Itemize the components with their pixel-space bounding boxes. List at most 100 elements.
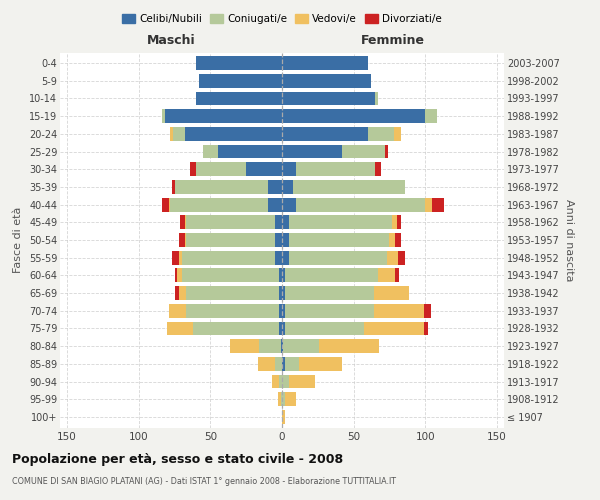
Bar: [282, 410, 285, 424]
Bar: [182, 268, 279, 282]
Bar: [285, 392, 296, 406]
Bar: [282, 216, 289, 229]
Bar: [299, 357, 342, 370]
Bar: [398, 251, 405, 264]
Bar: [285, 322, 364, 336]
Bar: [385, 144, 388, 158]
Bar: [185, 216, 186, 229]
Bar: [186, 286, 279, 300]
Legend: Celibi/Nubili, Coniugati/e, Vedovi/e, Divorziati/e: Celibi/Nubili, Coniugati/e, Vedovi/e, Di…: [118, 10, 446, 29]
Bar: [282, 162, 296, 176]
Bar: [282, 286, 285, 300]
Bar: [178, 268, 182, 282]
Bar: [364, 322, 424, 336]
Bar: [186, 216, 275, 229]
Bar: [185, 233, 186, 247]
Text: Femmine: Femmine: [361, 34, 425, 48]
Bar: [285, 268, 378, 282]
Bar: [424, 304, 431, 318]
Bar: [386, 251, 398, 264]
Bar: [282, 198, 296, 211]
Bar: [279, 304, 282, 318]
Bar: [282, 127, 368, 141]
Bar: [275, 216, 282, 229]
Bar: [394, 127, 401, 141]
Bar: [395, 268, 400, 282]
Bar: [289, 233, 389, 247]
Bar: [282, 268, 285, 282]
Bar: [169, 198, 170, 211]
Bar: [275, 251, 282, 264]
Bar: [259, 339, 281, 353]
Bar: [279, 268, 282, 282]
Bar: [395, 233, 401, 247]
Bar: [425, 110, 437, 123]
Bar: [375, 162, 381, 176]
Bar: [319, 339, 379, 353]
Bar: [186, 233, 275, 247]
Bar: [282, 233, 289, 247]
Bar: [282, 180, 293, 194]
Bar: [279, 286, 282, 300]
Bar: [257, 357, 275, 370]
Bar: [170, 198, 268, 211]
Bar: [190, 162, 196, 176]
Bar: [285, 286, 374, 300]
Bar: [218, 144, 282, 158]
Bar: [164, 110, 282, 123]
Bar: [169, 304, 186, 318]
Bar: [175, 286, 179, 300]
Bar: [179, 286, 186, 300]
Bar: [179, 251, 182, 264]
Bar: [181, 216, 185, 229]
Bar: [282, 144, 342, 158]
Bar: [289, 374, 315, 388]
Bar: [374, 304, 424, 318]
Bar: [230, 339, 259, 353]
Bar: [282, 251, 289, 264]
Bar: [283, 339, 319, 353]
Bar: [172, 251, 179, 264]
Bar: [173, 127, 185, 141]
Y-axis label: Fasce di età: Fasce di età: [13, 207, 23, 273]
Bar: [161, 110, 164, 123]
Bar: [296, 162, 375, 176]
Bar: [275, 357, 282, 370]
Bar: [167, 322, 193, 336]
Bar: [246, 162, 282, 176]
Bar: [282, 392, 285, 406]
Bar: [293, 180, 405, 194]
Text: Popolazione per età, sesso e stato civile - 2008: Popolazione per età, sesso e stato civil…: [12, 452, 343, 466]
Bar: [161, 198, 169, 211]
Bar: [282, 74, 371, 88]
Bar: [282, 110, 425, 123]
Bar: [175, 268, 178, 282]
Bar: [179, 233, 185, 247]
Bar: [170, 127, 173, 141]
Text: COMUNE DI SAN BIAGIO PLATANI (AG) - Dati ISTAT 1° gennaio 2008 - Elaborazione TU: COMUNE DI SAN BIAGIO PLATANI (AG) - Dati…: [12, 478, 396, 486]
Bar: [392, 216, 397, 229]
Bar: [203, 144, 218, 158]
Bar: [199, 74, 282, 88]
Bar: [175, 180, 268, 194]
Bar: [186, 304, 279, 318]
Bar: [172, 180, 175, 194]
Bar: [375, 92, 378, 106]
Y-axis label: Anni di nascita: Anni di nascita: [563, 198, 574, 281]
Bar: [282, 357, 285, 370]
Bar: [268, 180, 282, 194]
Bar: [282, 56, 368, 70]
Bar: [285, 304, 374, 318]
Bar: [182, 251, 275, 264]
Bar: [281, 339, 282, 353]
Bar: [268, 198, 282, 211]
Bar: [272, 374, 279, 388]
Bar: [279, 374, 282, 388]
Bar: [196, 162, 246, 176]
Bar: [282, 374, 289, 388]
Bar: [281, 392, 282, 406]
Bar: [196, 56, 282, 70]
Bar: [196, 92, 282, 106]
Bar: [374, 286, 409, 300]
Bar: [296, 198, 425, 211]
